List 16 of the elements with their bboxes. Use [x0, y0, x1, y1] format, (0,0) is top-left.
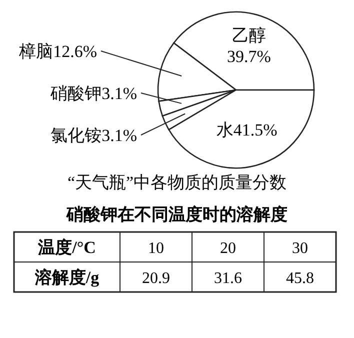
- slice-label: 樟脑12.6%: [18, 42, 97, 61]
- category-label: 30: [292, 240, 308, 257]
- data-label: 45.8: [286, 270, 314, 287]
- slice-label: 乙醇: [232, 26, 266, 46]
- slice-label: 硝酸钾3.1%: [50, 84, 137, 103]
- text: 硝酸钾在不同温度时的溶解度: [66, 205, 288, 224]
- category-label: 10: [148, 240, 164, 257]
- text: 温度/°C: [37, 238, 96, 257]
- slice-label: 氯化铵3.1%: [50, 126, 137, 145]
- data-label: 20.9: [142, 270, 170, 287]
- data-label: 39.7%: [227, 47, 271, 66]
- slice-label: 水41.5%: [216, 120, 278, 140]
- text: “天气瓶”中各物质的质量分数: [67, 173, 287, 192]
- data-label: 31.6: [214, 270, 242, 287]
- category-label: 20: [220, 240, 236, 257]
- text: 溶解度/g: [34, 268, 100, 287]
